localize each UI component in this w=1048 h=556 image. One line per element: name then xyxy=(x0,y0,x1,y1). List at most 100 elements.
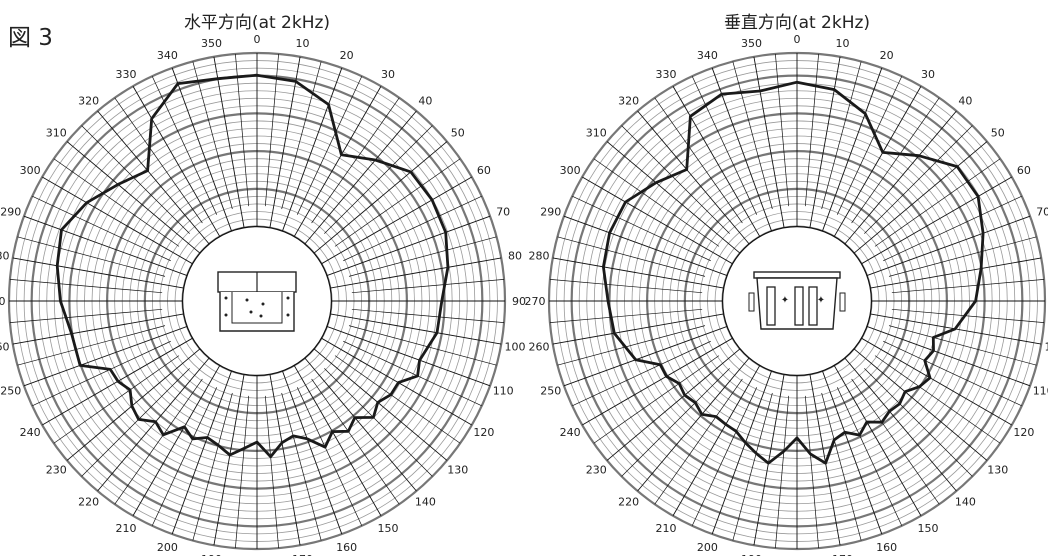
vertical-polar-chart: 垂直方向(at 2kHz) 01020304050607080901001101… xyxy=(525,13,1048,556)
radial-line xyxy=(114,97,203,224)
radial-line xyxy=(351,279,505,294)
angle-label-190: 190 xyxy=(741,553,762,556)
radial-line xyxy=(192,392,233,541)
directivity-curve xyxy=(55,73,450,459)
radial-line xyxy=(593,158,720,247)
radial-line xyxy=(888,236,1037,277)
angle-label-10: 10 xyxy=(295,37,309,50)
angle-label-340: 340 xyxy=(157,49,178,62)
radial-line xyxy=(883,340,1022,407)
radial-line xyxy=(552,257,724,289)
radial-line xyxy=(563,326,728,387)
radial-line xyxy=(151,387,218,526)
radial-line xyxy=(851,378,940,505)
angle-label-60: 60 xyxy=(1017,164,1031,177)
angle-label-320: 320 xyxy=(618,94,639,107)
radial-line xyxy=(572,195,711,262)
radial-line xyxy=(691,76,758,215)
radial-line xyxy=(282,370,343,535)
radial-line xyxy=(213,374,245,546)
angle-label-0: 0 xyxy=(254,33,261,46)
angle-label-140: 140 xyxy=(955,496,976,509)
radial-line xyxy=(563,215,728,276)
radial-line xyxy=(836,76,903,215)
radial-line xyxy=(324,125,433,234)
radial-line xyxy=(861,176,1012,265)
radial-line xyxy=(304,110,417,245)
angle-label-280: 280 xyxy=(0,250,9,263)
chart-title: 垂直方向(at 2kHz) xyxy=(724,13,870,33)
angle-label-110: 110 xyxy=(493,385,514,398)
radial-line xyxy=(711,370,772,535)
radial-line xyxy=(822,67,883,232)
angle-label-50: 50 xyxy=(451,127,465,140)
radial-line xyxy=(264,395,279,549)
radial-line xyxy=(53,355,180,444)
chart-title: 水平方向(at 2kHz) xyxy=(184,13,330,33)
radial-line xyxy=(844,110,957,245)
radial-line xyxy=(293,86,382,237)
radial-line xyxy=(557,236,706,277)
radial-line xyxy=(732,61,773,210)
radial-line xyxy=(334,355,461,444)
radial-line xyxy=(311,97,400,224)
angle-label-210: 210 xyxy=(656,522,677,535)
angle-label-280: 280 xyxy=(528,250,549,263)
angle-label-240: 240 xyxy=(20,426,41,439)
radial-line xyxy=(606,348,741,461)
radial-line xyxy=(17,325,166,366)
angle-label-130: 130 xyxy=(987,463,1008,476)
radial-line xyxy=(114,378,203,505)
radial-line xyxy=(809,374,841,546)
radial-line xyxy=(853,348,988,461)
radial-line xyxy=(9,308,163,323)
angle-label-70: 70 xyxy=(496,205,510,218)
radial-line xyxy=(582,337,733,426)
radial-line xyxy=(330,257,502,289)
radial-line xyxy=(293,365,382,516)
speaker-front-icon xyxy=(217,271,297,332)
directivity-curve xyxy=(602,80,985,465)
radial-line xyxy=(351,308,505,323)
angle-label-220: 220 xyxy=(78,496,99,509)
svg-text:✦: ✦ xyxy=(817,295,825,306)
radial-line xyxy=(888,325,1037,366)
radial-line xyxy=(321,337,472,426)
radial-line xyxy=(606,141,741,254)
angle-label-200: 200 xyxy=(157,541,178,554)
radial-line xyxy=(621,125,730,234)
radial-line xyxy=(66,348,201,461)
radial-line xyxy=(81,125,190,234)
radial-line xyxy=(348,236,497,277)
radial-line xyxy=(42,176,193,265)
angle-label-60: 60 xyxy=(477,164,491,177)
radial-line xyxy=(81,368,190,477)
radial-line xyxy=(775,53,790,207)
radial-line xyxy=(12,257,184,289)
angle-label-300: 300 xyxy=(20,164,41,177)
angle-label-40: 40 xyxy=(418,94,432,107)
angle-label-300: 300 xyxy=(560,164,581,177)
radial-line xyxy=(775,395,790,549)
radial-line xyxy=(861,337,1012,426)
angle-label-30: 30 xyxy=(921,68,935,81)
radial-line xyxy=(809,56,841,228)
radial-line xyxy=(822,370,883,535)
angle-label-200: 200 xyxy=(697,541,718,554)
angle-label-70: 70 xyxy=(1036,205,1048,218)
angle-label-330: 330 xyxy=(656,68,677,81)
radial-line xyxy=(851,97,940,224)
radial-line xyxy=(334,158,461,247)
radial-line xyxy=(844,357,957,492)
angle-label-320: 320 xyxy=(78,94,99,107)
angle-label-110: 110 xyxy=(1033,385,1048,398)
angle-label-100: 100 xyxy=(1045,340,1048,353)
angle-label-130: 130 xyxy=(447,463,468,476)
angle-label-310: 310 xyxy=(46,127,67,140)
angle-label-210: 210 xyxy=(116,522,137,535)
angle-label-90: 90 xyxy=(512,295,526,308)
radial-line xyxy=(691,387,758,526)
radial-line xyxy=(9,279,163,294)
angle-label-250: 250 xyxy=(0,385,21,398)
